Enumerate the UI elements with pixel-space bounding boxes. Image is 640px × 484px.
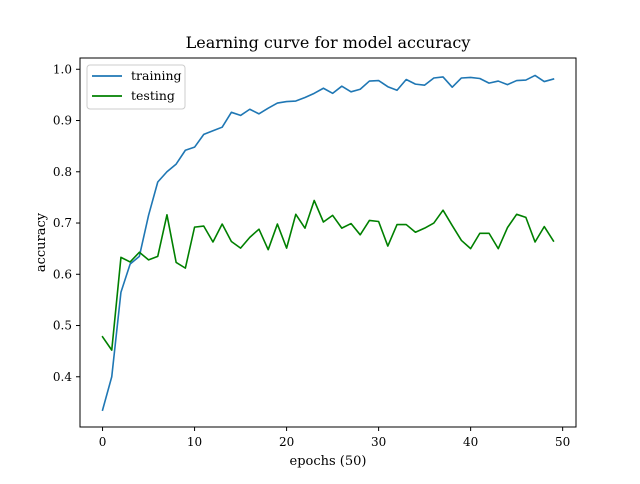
y-tick-label: 0.4: [53, 370, 72, 384]
legend-label-training: training: [131, 68, 182, 83]
y-tick-label: 0.9: [53, 114, 72, 128]
plot-frame: [79, 57, 577, 428]
series-line-testing: [101, 199, 555, 351]
legend: training testing: [86, 64, 186, 110]
y-tick-label: 0.6: [53, 267, 72, 281]
x-axis-label: epochs (50): [290, 454, 367, 469]
axis-ticks: 0 10 20 30 40 50 0.4 0.5 0.6 0.7 0.8 0.9 1.0: [53, 62, 570, 449]
x-tick-label: 40: [463, 435, 478, 449]
legend-label-testing: testing: [131, 88, 175, 103]
y-tick-label: 0.5: [53, 319, 72, 333]
y-tick-label: 0.8: [53, 165, 72, 179]
x-tick-label: 20: [279, 435, 294, 449]
chart-title: Learning curve for model accuracy: [186, 33, 471, 52]
y-axis-label: accuracy: [34, 212, 49, 272]
x-tick-label: 0: [99, 435, 107, 449]
y-tick-label: 0.7: [53, 216, 72, 230]
series-lines: [101, 74, 555, 412]
x-tick-label: 30: [371, 435, 386, 449]
x-tick-label: 10: [187, 435, 202, 449]
series-line-training: [101, 74, 555, 412]
y-tick-label: 1.0: [53, 62, 72, 76]
x-tick-label: 50: [555, 435, 570, 449]
